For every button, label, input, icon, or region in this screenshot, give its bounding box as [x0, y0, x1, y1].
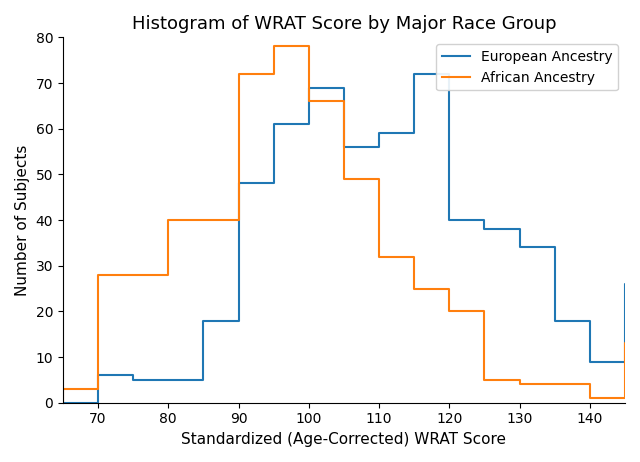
African Ancestry	[481, 377, 488, 383]
African Ancestry	[164, 217, 172, 223]
European Ancestry	[516, 226, 524, 232]
European Ancestry	[445, 71, 453, 77]
European Ancestry	[59, 400, 67, 406]
European Ancestry	[200, 318, 207, 323]
African Ancestry	[375, 176, 383, 182]
European Ancestry	[481, 226, 488, 232]
African Ancestry	[270, 44, 278, 49]
African Ancestry	[516, 382, 524, 387]
Line: African Ancestry: African Ancestry	[63, 47, 640, 403]
African Ancestry	[410, 254, 418, 259]
European Ancestry	[551, 318, 559, 323]
African Ancestry	[270, 71, 278, 77]
African Ancestry	[340, 98, 348, 104]
African Ancestry	[551, 382, 559, 387]
African Ancestry	[129, 272, 137, 278]
European Ancestry	[586, 318, 594, 323]
African Ancestry	[410, 286, 418, 292]
African Ancestry	[445, 286, 453, 292]
African Ancestry	[516, 377, 524, 383]
European Ancestry	[200, 377, 207, 383]
African Ancestry	[94, 386, 102, 392]
European Ancestry	[375, 144, 383, 150]
European Ancestry	[129, 377, 137, 383]
Line: European Ancestry: European Ancestry	[63, 74, 640, 403]
African Ancestry	[94, 272, 102, 278]
European Ancestry	[164, 377, 172, 383]
African Ancestry	[586, 395, 594, 401]
African Ancestry	[235, 217, 243, 223]
European Ancestry	[270, 181, 278, 186]
European Ancestry	[340, 85, 348, 91]
European Ancestry	[235, 181, 243, 186]
African Ancestry	[621, 395, 629, 401]
European Ancestry	[94, 372, 102, 378]
African Ancestry	[235, 71, 243, 77]
European Ancestry	[621, 281, 629, 287]
Y-axis label: Number of Subjects: Number of Subjects	[15, 144, 30, 296]
African Ancestry	[200, 217, 207, 223]
African Ancestry	[305, 44, 313, 49]
African Ancestry	[59, 386, 67, 392]
European Ancestry	[410, 130, 418, 136]
European Ancestry	[305, 85, 313, 91]
European Ancestry	[445, 217, 453, 223]
European Ancestry	[94, 400, 102, 406]
African Ancestry	[305, 98, 313, 104]
European Ancestry	[164, 377, 172, 383]
African Ancestry	[586, 382, 594, 387]
European Ancestry	[235, 318, 243, 323]
African Ancestry	[621, 340, 629, 346]
African Ancestry	[445, 309, 453, 314]
African Ancestry	[340, 176, 348, 182]
African Ancestry	[481, 309, 488, 314]
African Ancestry	[200, 217, 207, 223]
European Ancestry	[621, 359, 629, 365]
X-axis label: Standardized (Age-Corrected) WRAT Score: Standardized (Age-Corrected) WRAT Score	[182, 432, 506, 447]
European Ancestry	[410, 71, 418, 77]
European Ancestry	[340, 144, 348, 150]
European Ancestry	[270, 122, 278, 127]
African Ancestry	[164, 272, 172, 278]
African Ancestry	[129, 272, 137, 278]
European Ancestry	[481, 217, 488, 223]
Legend: European Ancestry, African Ancestry: European Ancestry, African Ancestry	[436, 44, 618, 91]
European Ancestry	[375, 130, 383, 136]
African Ancestry	[59, 386, 67, 392]
European Ancestry	[586, 359, 594, 365]
African Ancestry	[551, 382, 559, 387]
Title: Histogram of WRAT Score by Major Race Group: Histogram of WRAT Score by Major Race Gr…	[132, 15, 556, 33]
European Ancestry	[59, 400, 67, 406]
European Ancestry	[59, 400, 67, 406]
European Ancestry	[516, 245, 524, 250]
African Ancestry	[375, 254, 383, 259]
European Ancestry	[551, 245, 559, 250]
African Ancestry	[59, 400, 67, 406]
European Ancestry	[129, 372, 137, 378]
European Ancestry	[305, 122, 313, 127]
